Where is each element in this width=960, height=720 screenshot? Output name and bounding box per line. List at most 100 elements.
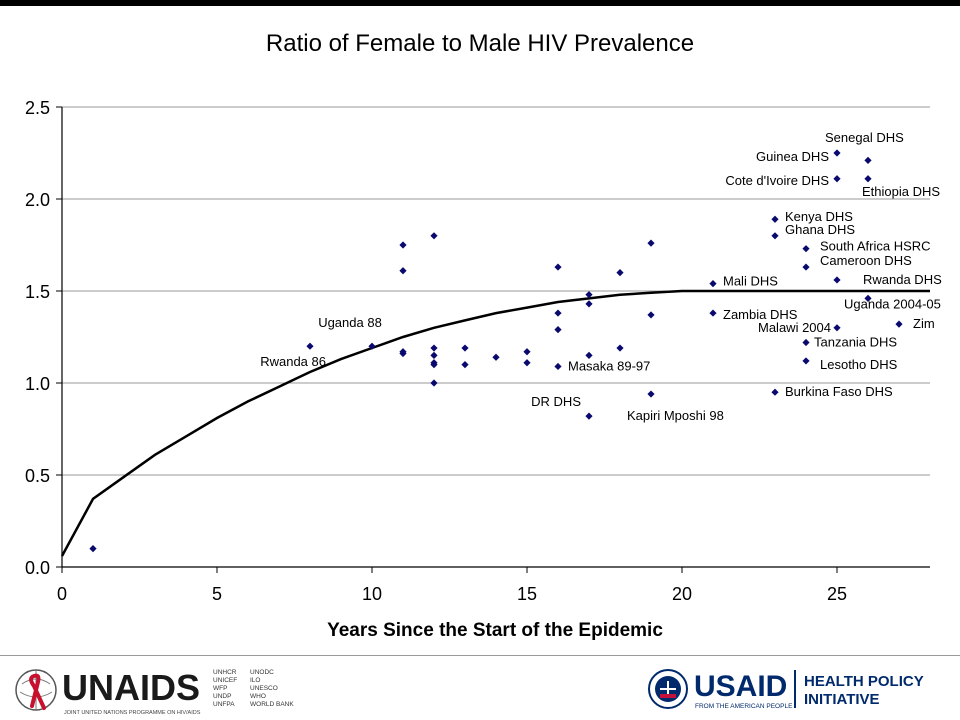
footer-rule xyxy=(0,655,960,656)
data-point xyxy=(523,348,531,356)
point-label: Guinea DHS xyxy=(756,149,829,164)
y-tick-label: 1.0 xyxy=(25,374,50,394)
data-point xyxy=(399,241,407,249)
data-point xyxy=(833,324,841,332)
cosponsor-name: UNHCR xyxy=(213,669,237,676)
point-label: Uganda 88 xyxy=(318,315,382,330)
data-point xyxy=(306,342,314,350)
data-point xyxy=(709,280,717,288)
data-points xyxy=(89,149,903,553)
point-label: Zambia DHS xyxy=(723,307,798,322)
point-label: Mali DHS xyxy=(723,274,778,289)
data-point xyxy=(461,344,469,352)
cosponsor-name: WHO xyxy=(250,693,266,700)
x-tick-label: 20 xyxy=(672,584,692,604)
x-tick-label: 15 xyxy=(517,584,537,604)
chart-title: Ratio of Female to Male HIV Prevalence xyxy=(265,30,695,57)
data-point xyxy=(430,232,438,240)
data-point xyxy=(585,291,593,299)
data-point xyxy=(554,326,562,334)
point-label: Kenya DHS xyxy=(785,209,853,224)
data-point xyxy=(895,320,903,328)
data-point xyxy=(802,263,810,271)
un-emblem-icon xyxy=(15,669,57,711)
data-point xyxy=(864,156,872,164)
point-label: Cameroon DHS xyxy=(820,253,912,268)
cosponsor-name: UNESCO xyxy=(250,685,278,692)
point-label: Malawi 2004 xyxy=(758,320,831,335)
data-point xyxy=(368,342,376,350)
top-rule xyxy=(0,0,960,6)
point-label: Senegal DHS xyxy=(825,130,904,145)
data-point xyxy=(647,390,655,398)
data-point xyxy=(802,338,810,347)
data-point xyxy=(585,412,593,420)
y-tick-label: 0.0 xyxy=(25,558,50,578)
data-point xyxy=(802,357,810,365)
cosponsor-name: WFP xyxy=(213,685,227,692)
y-tick-label: 0.5 xyxy=(25,466,50,486)
data-point xyxy=(585,300,593,308)
point-label: DR DHS xyxy=(531,394,581,409)
cosponsor-name: WORLD BANK xyxy=(250,701,294,708)
data-point xyxy=(864,294,872,302)
x-tick-label: 5 xyxy=(212,584,222,604)
data-point xyxy=(492,353,500,361)
y-tick-label: 2.5 xyxy=(25,98,50,118)
axes: 0.0 0.5 1.0 1.5 2.0 2.5 0 5 10 15 20 25 xyxy=(25,98,930,604)
data-point xyxy=(430,379,438,387)
data-point xyxy=(523,359,531,367)
point-label: Zim xyxy=(913,316,935,331)
x-axis-label: Years Since the Start of the Epidemic xyxy=(327,620,663,641)
y-tick-label: 1.5 xyxy=(25,282,50,302)
unaids-logo: UNAIDS JOINT UNITED NATIONS PROGRAMME ON… xyxy=(15,667,294,716)
point-label: Kapiri Mposhi 98 xyxy=(627,408,724,423)
data-point xyxy=(430,351,438,359)
point-label: Uganda 2004-05 xyxy=(844,296,941,311)
data-point xyxy=(647,239,655,247)
cosponsor-name: ILO xyxy=(250,677,260,684)
usaid-seal-icon xyxy=(648,669,688,709)
point-label: Rwanda 86 xyxy=(260,354,326,369)
data-point xyxy=(430,361,438,369)
x-tick-label: 0 xyxy=(57,584,67,604)
x-tick-label: 10 xyxy=(362,584,382,604)
usaid-tagline: FROM THE AMERICAN PEOPLE xyxy=(695,703,793,710)
point-label: South Africa HSRC xyxy=(820,239,931,254)
data-point xyxy=(554,362,562,371)
data-point xyxy=(709,309,717,317)
cosponsor-name: UNICEF xyxy=(213,677,237,684)
initiative-line1: HEALTH POLICY xyxy=(804,673,924,690)
data-point xyxy=(616,269,624,277)
point-label: Rwanda DHS xyxy=(863,272,942,287)
data-point xyxy=(833,276,841,284)
red-ribbon-icon xyxy=(29,673,46,710)
point-label: Ghana DHS xyxy=(785,222,855,237)
x-tick-label: 25 xyxy=(827,584,847,604)
data-point xyxy=(399,349,407,358)
cosponsor-name: UNDP xyxy=(213,693,231,700)
data-point xyxy=(864,175,872,183)
y-tick-label: 2.0 xyxy=(25,190,50,210)
trend-curve xyxy=(60,289,930,557)
data-point xyxy=(833,175,841,183)
unaids-wordmark: UNAIDS xyxy=(62,667,200,708)
data-point xyxy=(430,344,438,352)
point-label: Burkina Faso DHS xyxy=(785,384,893,399)
point-label: Lesotho DHS xyxy=(820,357,898,372)
scatter-plot: 0.0 0.5 1.0 1.5 2.0 2.5 0 5 10 15 20 25 Senegal DHS… xyxy=(25,98,942,641)
point-labels: Senegal DHS Guinea DHS Cote d'Ivoire DHS Et… xyxy=(260,130,942,423)
data-point xyxy=(399,267,407,275)
data-point xyxy=(554,263,562,271)
usaid-logo: USAID FROM THE AMERICAN PEOPLE HEALTH PO… xyxy=(648,669,924,710)
cosponsor-name: UNFPA xyxy=(213,701,235,708)
initiative-line2: INITIATIVE xyxy=(804,691,880,708)
data-point xyxy=(802,245,810,253)
data-point xyxy=(585,351,593,359)
data-point xyxy=(554,309,562,317)
point-label: Cote d'Ivoire DHS xyxy=(725,173,829,188)
data-point xyxy=(647,311,655,319)
usaid-wordmark: USAID xyxy=(694,670,787,703)
